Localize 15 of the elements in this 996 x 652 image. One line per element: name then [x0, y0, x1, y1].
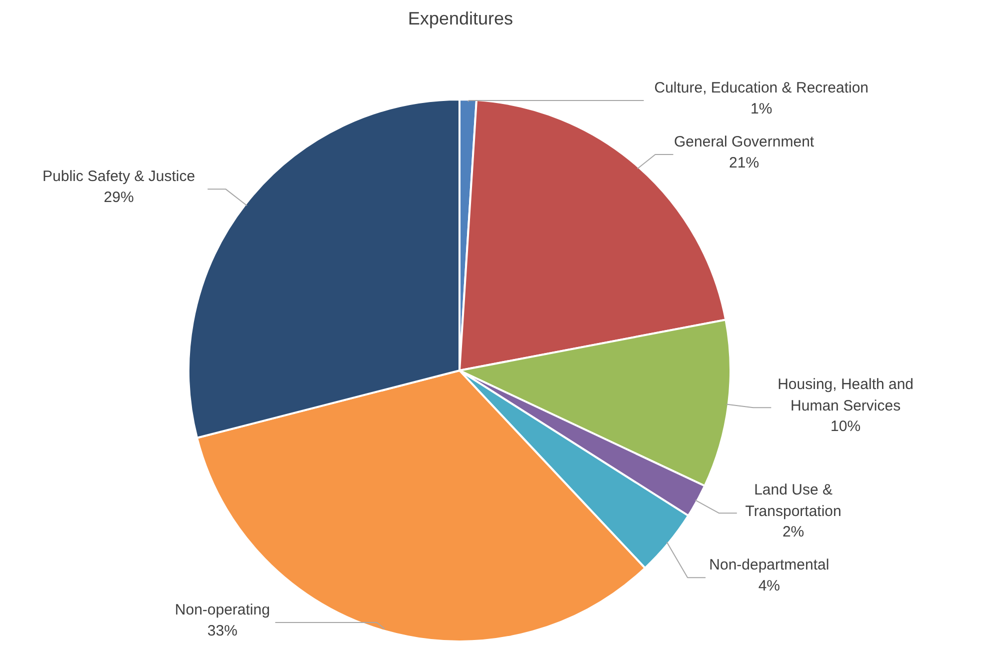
slice-label: Land Use & Transportation: [745, 482, 842, 520]
slice-label: Public Safety & Justice: [42, 168, 196, 186]
data-label: 29%: [104, 189, 134, 206]
data-label: 33%: [207, 622, 238, 640]
slice-label: Housing, Health and Human Services: [778, 376, 914, 414]
slice-label: Non-operating: [174, 602, 270, 618]
data-label: 1%: [750, 100, 772, 118]
slice-label: Non-departmental: [709, 556, 830, 574]
data-label: 2%: [782, 524, 804, 541]
slice-label: Culture, Education & Recreation: [654, 80, 869, 96]
data-label: 10%: [830, 418, 861, 436]
data-label: 21%: [729, 154, 760, 172]
data-label: 4%: [758, 578, 780, 595]
slice-label: General Government: [674, 134, 815, 150]
chart-title: Expenditures: [408, 8, 514, 28]
